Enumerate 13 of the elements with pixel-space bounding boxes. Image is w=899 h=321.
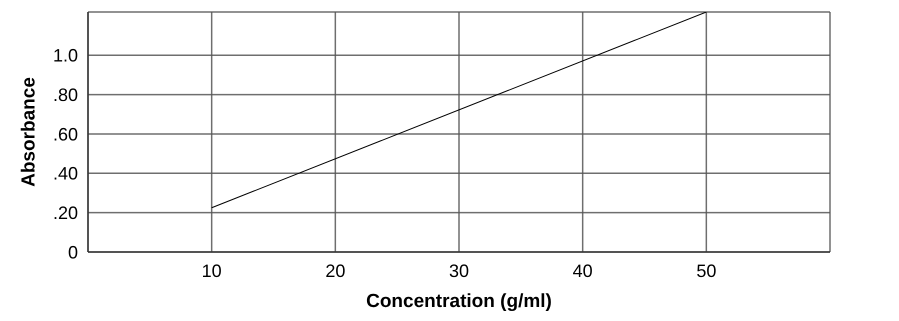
- y-tick-label: .80: [52, 85, 78, 106]
- x-tick-label: 20: [325, 260, 346, 281]
- y-tick-label: 0: [68, 242, 78, 262]
- y-tick-label: .20: [52, 203, 78, 224]
- x-axis-title: Concentration (g/ml): [366, 291, 552, 312]
- x-tick-label: 30: [448, 260, 470, 281]
- x-tick-label: 10: [202, 260, 222, 281]
- x-tick-label: 50: [696, 260, 716, 281]
- y-tick-label: .40: [52, 164, 78, 184]
- y-tick-label: .60: [52, 124, 78, 144]
- y-axis-title: Absorbance: [18, 77, 40, 187]
- y-tick-label: 1.0: [52, 46, 78, 66]
- x-tick-label: 40: [572, 260, 593, 281]
